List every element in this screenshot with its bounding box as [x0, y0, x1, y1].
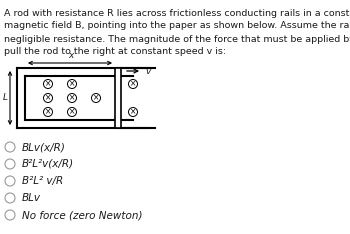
- Text: ×: ×: [69, 107, 75, 117]
- Text: B²L²v(x/R): B²L²v(x/R): [22, 159, 74, 169]
- Text: x: x: [68, 51, 74, 60]
- Text: L: L: [2, 94, 7, 102]
- Text: magnetic field B, pointing into the paper as shown below. Assume the rails have: magnetic field B, pointing into the pape…: [4, 22, 350, 30]
- Text: ×: ×: [130, 80, 136, 88]
- Text: A rod with resistance R lies across frictionless conducting rails in a constant : A rod with resistance R lies across fric…: [4, 8, 350, 18]
- Text: ×: ×: [45, 80, 51, 88]
- Text: BLv(x/R): BLv(x/R): [22, 142, 66, 152]
- Text: negligible resistance. The magnitude of the force that must be applied by a pers: negligible resistance. The magnitude of …: [4, 34, 350, 44]
- Text: ×: ×: [69, 80, 75, 88]
- Text: B²L² v/R: B²L² v/R: [22, 176, 63, 186]
- Text: No force (zero Newton): No force (zero Newton): [22, 210, 142, 220]
- Text: ×: ×: [130, 107, 136, 117]
- Text: v: v: [145, 66, 150, 76]
- Text: pull the rod to the right at constant speed v is:: pull the rod to the right at constant sp…: [4, 48, 226, 56]
- Text: BLv: BLv: [22, 193, 41, 203]
- Text: ×: ×: [45, 107, 51, 117]
- Text: ×: ×: [45, 94, 51, 102]
- Bar: [115, 68, 121, 128]
- Text: ×: ×: [69, 94, 75, 102]
- Text: ×: ×: [93, 94, 99, 102]
